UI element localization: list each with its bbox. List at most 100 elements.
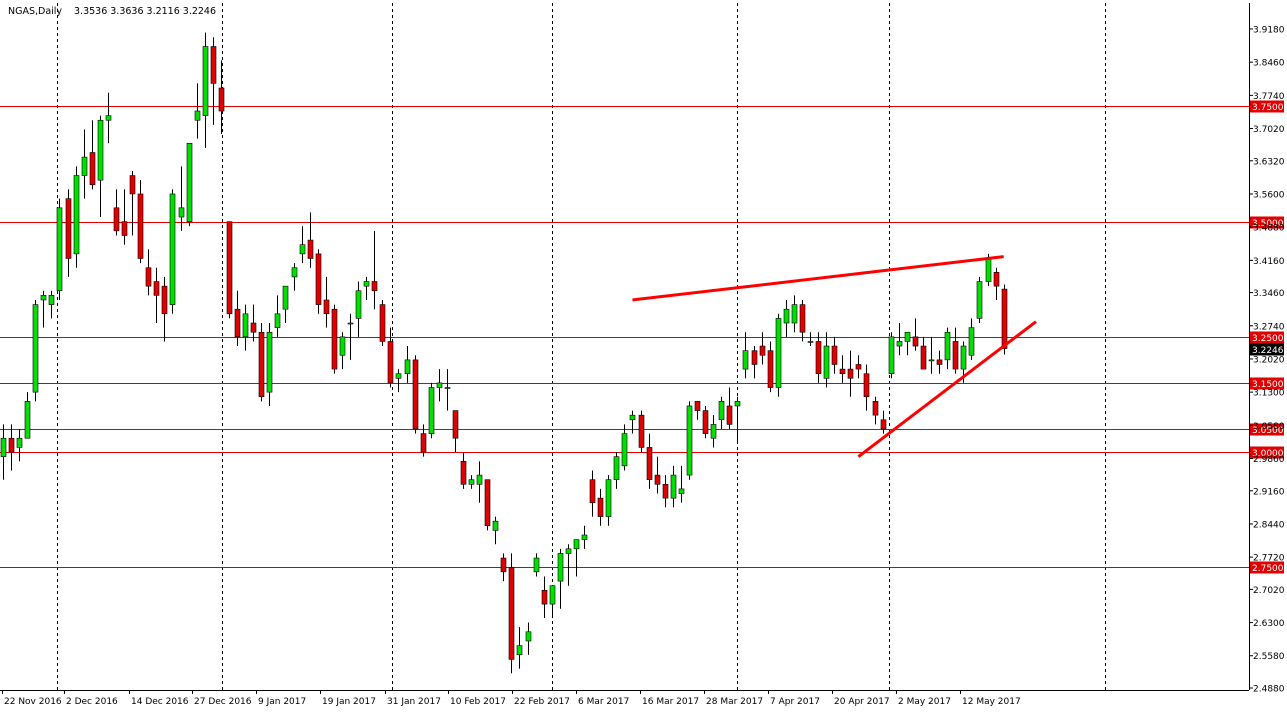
candle-body	[525, 631, 532, 642]
y-tick-label: 3.1300	[1253, 389, 1285, 399]
candle-body	[420, 433, 427, 453]
candle-body	[412, 359, 419, 430]
x-tick-label: 28 Mar 2017	[706, 697, 763, 707]
candle-body	[387, 341, 394, 384]
y-tick-label: 3.8460	[1253, 59, 1285, 69]
candle-body	[985, 258, 992, 282]
x-tick-label: 16 Mar 2017	[642, 697, 699, 707]
candle-body	[339, 336, 346, 356]
axis-labels: 3.9180 3.8460 3.7740 3.7020 3.6320 3.5600 3.48…	[2, 26, 1285, 707]
candle-body	[137, 193, 144, 259]
candle-body	[371, 281, 378, 292]
x-tick-label: 22 Feb 2017	[514, 697, 570, 707]
candle-body	[815, 341, 822, 375]
candle-body	[468, 479, 475, 485]
candle-body	[573, 539, 580, 550]
candle-body	[258, 331, 265, 398]
trendline	[632, 255, 1004, 302]
level-label: 3.5000	[1252, 219, 1284, 229]
candle-body	[662, 484, 669, 499]
candle-body	[105, 115, 112, 121]
candle-body	[129, 175, 136, 195]
candle-body	[694, 401, 701, 411]
candle-body	[121, 221, 128, 236]
candle-body	[436, 382, 443, 388]
candle-body	[613, 456, 620, 481]
candle-body	[8, 437, 15, 453]
candle-body	[968, 327, 975, 356]
candle-body	[291, 267, 298, 278]
y-tick-label: 2.8440	[1253, 520, 1285, 530]
y-tick-label: 3.9180	[1253, 26, 1285, 36]
candle-body	[734, 401, 741, 407]
candle-body	[872, 401, 879, 416]
candle-body	[904, 331, 911, 342]
y-tick-label: 3.0580	[1253, 422, 1285, 432]
candle-body	[178, 207, 185, 218]
level-label: 3.0500	[1252, 426, 1284, 436]
candle-body	[952, 341, 959, 370]
candle-body	[589, 479, 596, 504]
candle-body	[56, 207, 63, 292]
price-axis	[0, 3, 1250, 691]
candle-body	[759, 345, 766, 356]
y-tick-label: 2.6300	[1253, 619, 1285, 629]
candle-body	[0, 437, 7, 457]
x-tick-label: 20 Apr 2017	[834, 697, 890, 707]
current-price-tag	[1250, 343, 1284, 356]
level-label: 2.7500	[1252, 564, 1284, 574]
candle-body	[40, 295, 47, 301]
candle-body	[428, 387, 435, 434]
x-tick-label: 2 May 2017	[898, 697, 951, 707]
y-tick-label: 2.5580	[1253, 652, 1285, 662]
candle-body	[960, 345, 967, 370]
candle-body	[638, 414, 645, 448]
candle-body	[855, 364, 862, 370]
candle-body	[928, 359, 935, 362]
level-tag	[1250, 446, 1284, 459]
y-tick-label: 3.2020	[1253, 355, 1285, 365]
candle-body	[153, 281, 160, 296]
level-tag	[1250, 423, 1284, 436]
candle-body	[363, 281, 370, 287]
candle-body	[97, 119, 104, 181]
level-tag	[1250, 377, 1284, 390]
candle-body	[880, 419, 887, 430]
candle-body	[16, 437, 23, 448]
y-tick-label: 3.3460	[1253, 289, 1285, 299]
level-label: 3.0000	[1252, 449, 1284, 459]
candle-body	[920, 345, 927, 370]
candle-body	[516, 645, 523, 656]
x-tick-label: 7 Apr 2017	[770, 697, 820, 707]
candle-body	[226, 221, 233, 315]
candle-body	[678, 488, 685, 494]
x-tick-label: 27 Dec 2016	[194, 697, 252, 707]
candle-body	[266, 331, 273, 393]
candle-body	[597, 497, 604, 517]
candle-body	[621, 433, 628, 467]
y-tick-label: 3.6320	[1253, 157, 1285, 167]
current-price-label: 3.2246	[1252, 346, 1284, 356]
y-tick-label: 2.4880	[1253, 685, 1285, 695]
candle-body	[460, 460, 467, 485]
level-tag	[1250, 561, 1284, 574]
candle-body	[976, 281, 983, 319]
candle-body	[646, 447, 653, 481]
candle-body	[161, 285, 168, 315]
candle-body	[912, 336, 919, 347]
candle-body	[492, 520, 499, 531]
x-tick-label: 9 Jan 2017	[258, 697, 306, 707]
candle-body	[113, 207, 120, 232]
y-tick-label: 2.7720	[1253, 554, 1285, 564]
candle-body	[605, 479, 612, 517]
candle-body	[73, 175, 80, 255]
level-label: 3.2500	[1252, 334, 1284, 344]
candle-body	[89, 152, 96, 186]
candle-body	[783, 308, 790, 324]
candle-body	[1001, 288, 1008, 349]
candle-body	[775, 318, 782, 388]
candle-body	[791, 304, 798, 324]
y-tick-label: 2.7020	[1253, 586, 1285, 596]
y-tick-label: 2.9160	[1253, 487, 1285, 497]
